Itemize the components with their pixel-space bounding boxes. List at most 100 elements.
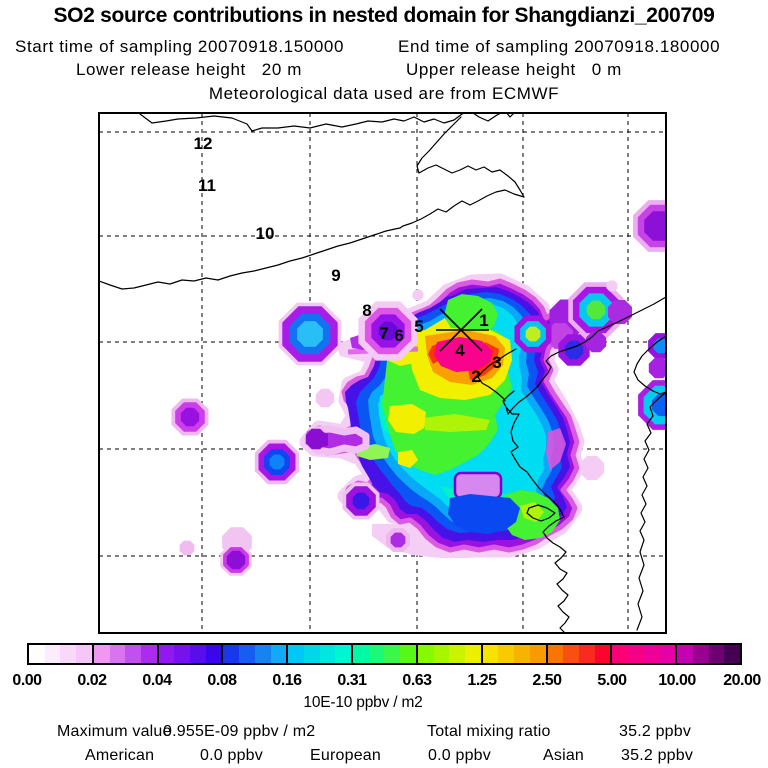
colorbar-cell	[93, 645, 110, 663]
colorbar-cell	[335, 645, 352, 663]
map-source-label: 8	[362, 301, 372, 320]
coastlines	[100, 114, 665, 632]
colorbar-cell	[368, 645, 385, 663]
colorbar-cell	[547, 645, 564, 663]
total-mixing-ratio-value: 35.2 ppbv	[619, 723, 692, 740]
max-value-label: Maximum value	[57, 723, 172, 740]
colorbar-tick-label: 10.00	[658, 672, 696, 689]
colorbar-cell	[417, 645, 434, 663]
colorbar-segment	[223, 645, 289, 663]
colorbar-cell	[319, 645, 336, 663]
colorbar-segment	[93, 645, 159, 663]
colorbar-cell	[594, 645, 611, 663]
colorbar-cell	[29, 645, 45, 663]
colorbar-units-label: 10E-10 ppbv / m2	[303, 694, 423, 711]
colorbar-cell	[498, 645, 515, 663]
colorbar-tick-label: 5.00	[597, 672, 627, 689]
core-hotpink-maximum	[434, 337, 493, 372]
colorbar-segment	[288, 645, 354, 663]
colorbar-cell	[158, 645, 175, 663]
colorbar-cell	[677, 645, 693, 663]
colorbar-cell	[109, 645, 126, 663]
colorbar-cell	[223, 645, 240, 663]
plume-yellowgreen-streaks	[423, 414, 544, 522]
blob-level	[269, 454, 285, 470]
map-frame	[98, 112, 667, 634]
colorbar-segment	[353, 645, 418, 663]
colorbar	[27, 643, 742, 665]
colorbar-cell	[659, 645, 676, 663]
map-source-label: 11	[198, 176, 216, 195]
map-source-label: 5	[414, 317, 424, 336]
lower-release-height-label: Lower release height 20 m	[76, 60, 302, 79]
blob-level	[180, 407, 200, 427]
colorbar-cell	[449, 645, 465, 663]
colorbar-cell	[563, 645, 579, 663]
colorbar-cell	[239, 645, 255, 663]
colorbar-tick-label: 0.02	[77, 672, 107, 689]
colorbar-cell	[174, 645, 191, 663]
colorbar-tick-label: 0.08	[207, 672, 237, 689]
start-time-label: Start time of sampling 20070918.150000	[15, 37, 345, 56]
colorbar-cell	[60, 645, 77, 663]
colorbar-cell	[125, 645, 141, 663]
blob-level	[305, 428, 327, 450]
map-source-label: 2	[471, 367, 481, 386]
blob-level	[580, 456, 604, 480]
colorbar-cell	[270, 645, 287, 663]
map-source-label: 12	[193, 134, 213, 153]
colorbar-cell	[643, 645, 660, 663]
region-value: 35.2 ppbv	[621, 747, 694, 764]
blob-level	[179, 540, 195, 556]
region-label: European	[310, 747, 381, 764]
colorbar-tick-label: 0.00	[12, 672, 42, 689]
colorbar-segment	[417, 645, 483, 663]
blob-level	[564, 340, 584, 360]
blob-level	[390, 532, 406, 548]
blob-level	[412, 289, 424, 301]
colorbar-segment	[158, 645, 224, 663]
colorbar-tick-label: 0.31	[337, 672, 367, 689]
blob-level	[585, 331, 607, 353]
colorbar-cell	[529, 645, 546, 663]
colorbar-tick-label: 0.16	[272, 672, 302, 689]
map-source-label: 10	[255, 224, 275, 243]
colorbar-cell	[44, 645, 61, 663]
map-source-label: 9	[331, 266, 341, 285]
region-value: 0.0 ppbv	[428, 747, 491, 764]
blob-level	[352, 492, 370, 510]
blob-level	[644, 211, 665, 241]
map-source-label: 4	[455, 341, 465, 360]
colorbar-segment	[29, 645, 94, 663]
colorbar-cell	[205, 645, 222, 663]
blob-level	[586, 300, 606, 320]
upper-release-height-label: Upper release height 0 m	[406, 60, 622, 79]
blob-level	[606, 280, 618, 292]
colorbar-cell	[140, 645, 157, 663]
colorbar-tick-label: 0.63	[402, 672, 432, 689]
colorbar-segment	[547, 645, 613, 663]
total-mixing-ratio-label: Total mixing ratio	[427, 723, 551, 740]
colorbar-tick-label: 2.50	[532, 672, 562, 689]
right-rim-magenta-streaks	[546, 428, 566, 470]
blob-level	[651, 393, 665, 417]
blob-level	[226, 550, 246, 570]
colorbar-tick-label: 0.04	[142, 672, 172, 689]
map-source-label: 6	[394, 326, 404, 345]
colorbar-segment	[677, 645, 740, 663]
colorbar-segment	[482, 645, 548, 663]
map-source-label: 1	[479, 311, 489, 330]
colorbar-cell	[724, 645, 740, 663]
colorbar-cell	[254, 645, 271, 663]
colorbar-cell	[692, 645, 709, 663]
colorbar-cell	[464, 645, 481, 663]
region-label: Asian	[543, 747, 585, 764]
colorbar-cell	[303, 645, 320, 663]
colorbar-tick-label: 1.25	[467, 672, 497, 689]
colorbar-cell	[578, 645, 595, 663]
blob-level	[648, 357, 665, 379]
colorbar-cell	[288, 645, 304, 663]
colorbar-segment	[612, 645, 678, 663]
met-data-source-label: Meteorological data used are from ECMWF	[208, 84, 560, 103]
colorbar-cell	[384, 645, 401, 663]
